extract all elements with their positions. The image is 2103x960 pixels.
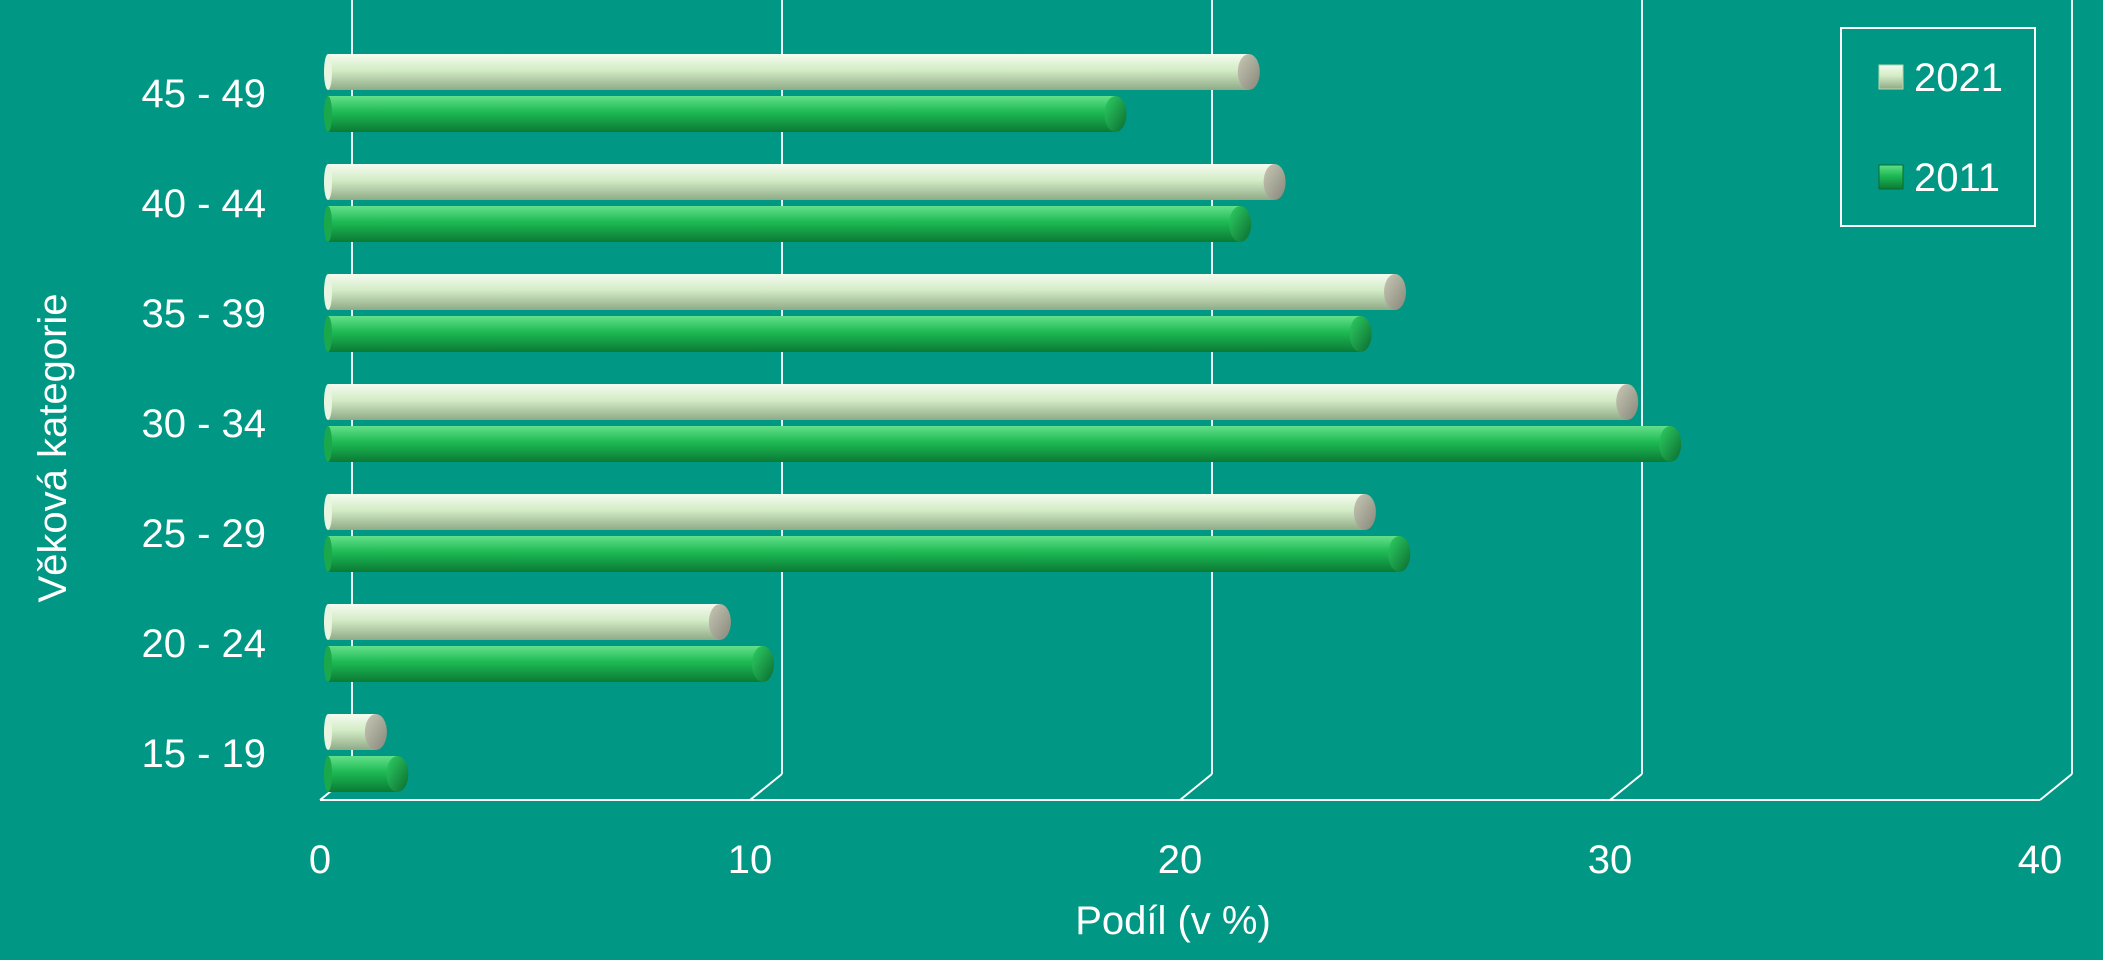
bar-body (328, 604, 720, 640)
bar-cap (1353, 494, 1376, 530)
floor-depth-line (749, 773, 783, 801)
bar (324, 206, 1252, 242)
bar-cap (708, 604, 731, 640)
bar (324, 384, 1639, 420)
floor-depth-line (2039, 773, 2073, 801)
floor-depth-line (1179, 773, 1213, 801)
bar (324, 96, 1127, 132)
bar-cap (1263, 164, 1286, 200)
bar-body (328, 206, 1241, 242)
bar (324, 426, 1682, 462)
bar-base (324, 54, 332, 90)
y-tick-label: 30 - 34 (141, 402, 266, 446)
y-tick-label: 15 - 19 (141, 732, 266, 776)
legend-box (1840, 27, 2036, 227)
bar-base (324, 274, 332, 310)
floor-depth-line (1609, 773, 1643, 801)
y-tick-label: 40 - 44 (141, 182, 266, 226)
bar-body (328, 164, 1275, 200)
bar-body (328, 646, 763, 682)
bar (324, 316, 1372, 352)
y-tick-label: 20 - 24 (141, 622, 266, 666)
bar-cap (386, 756, 409, 792)
legend-label: 2021 (1914, 56, 2003, 100)
bar (324, 604, 731, 640)
bar (324, 646, 774, 682)
bar-base (324, 384, 332, 420)
x-tick-label: 30 (1588, 838, 1633, 882)
bar (324, 536, 1411, 572)
bar-base (324, 164, 332, 200)
x-tick-label: 40 (2018, 838, 2063, 882)
bar-cap (1104, 96, 1127, 132)
x-tick-labels: 0 10 20 30 40 (309, 838, 2062, 882)
bar-body (328, 536, 1400, 572)
bar-base (324, 316, 332, 352)
bar-cap (1237, 54, 1260, 90)
bar-base (324, 756, 332, 792)
bar-cap (1659, 426, 1682, 462)
bar (324, 274, 1406, 310)
legend-label: 2011 (1914, 156, 2000, 200)
bar-cap (364, 714, 387, 750)
bar-base (324, 206, 332, 242)
bar-base (324, 494, 332, 530)
bar-cap (1616, 384, 1639, 420)
legend-entry: 2021 (1878, 56, 2003, 100)
bar-base (324, 646, 332, 682)
y-axis-title: Věková kategorie (31, 293, 75, 602)
bar-body (328, 426, 1671, 462)
bar-base (324, 714, 332, 750)
bar-cap (1349, 316, 1372, 352)
bar-base (324, 426, 332, 462)
legend-entry: 2011 (1878, 156, 2000, 200)
bar-body (328, 54, 1249, 90)
bar-body (328, 316, 1361, 352)
bar (324, 714, 387, 750)
chart-legend: 2021 2011 (1840, 27, 2036, 227)
bar-cap (1229, 206, 1252, 242)
y-tick-labels: 15 - 19 20 - 24 25 - 29 30 - 34 35 - 39 40 - … (141, 72, 266, 776)
bar-body (328, 756, 398, 792)
bar (324, 54, 1260, 90)
bar (324, 494, 1376, 530)
y-tick-label: 35 - 39 (141, 292, 266, 336)
y-tick-label: 25 - 29 (141, 512, 266, 556)
bar-cap (751, 646, 774, 682)
bar-base (324, 96, 332, 132)
x-tick-label: 10 (728, 838, 773, 882)
x-axis-title: Podíl (v %) (1075, 899, 1271, 943)
legend-swatch (1878, 64, 1904, 90)
x-tick-label: 0 (309, 838, 331, 882)
y-tick-label: 45 - 49 (141, 72, 266, 116)
bar (324, 756, 409, 792)
bar-cap (1388, 536, 1411, 572)
bar-base (324, 536, 332, 572)
bar-cap (1384, 274, 1406, 310)
x-tick-label: 20 (1158, 838, 1203, 882)
bar-body (328, 274, 1395, 310)
legend-swatch (1878, 164, 1904, 190)
bar-body (328, 494, 1365, 530)
chart-bars (324, 54, 1682, 792)
bar-base (324, 604, 332, 640)
bar-body (328, 384, 1628, 420)
bar-body (328, 96, 1116, 132)
bar (324, 164, 1286, 200)
